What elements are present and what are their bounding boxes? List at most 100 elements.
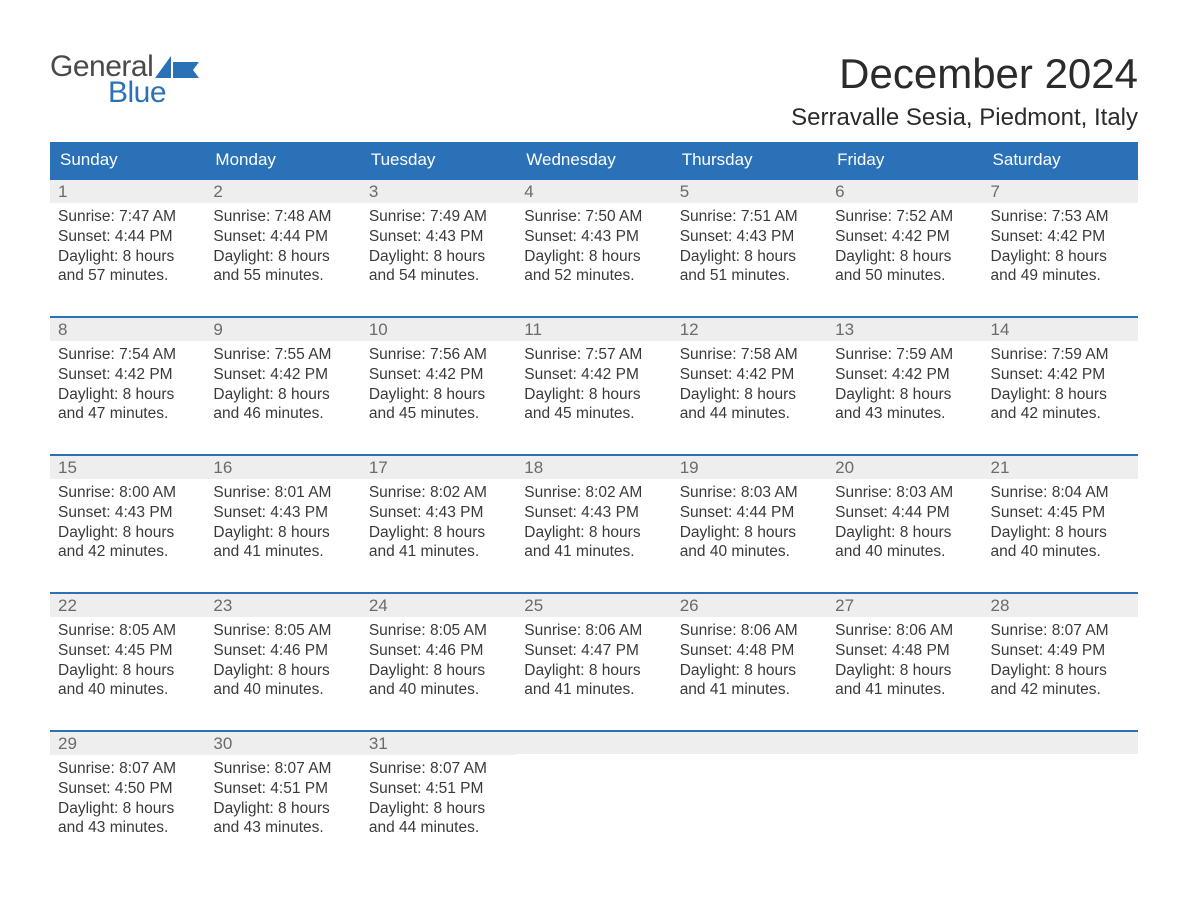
day-number: 25	[516, 594, 671, 617]
day-body: Sunrise: 8:06 AMSunset: 4:47 PMDaylight:…	[516, 617, 671, 704]
sunrise-line: Sunrise: 7:59 AM	[991, 345, 1130, 365]
daylight-line: Daylight: 8 hours and 51 minutes.	[680, 247, 819, 287]
day-cell	[983, 732, 1138, 850]
day-body: Sunrise: 8:05 AMSunset: 4:45 PMDaylight:…	[50, 617, 205, 704]
day-body: Sunrise: 7:52 AMSunset: 4:42 PMDaylight:…	[827, 203, 982, 290]
week-row: 8Sunrise: 7:54 AMSunset: 4:42 PMDaylight…	[50, 316, 1138, 436]
day-cell: 30Sunrise: 8:07 AMSunset: 4:51 PMDayligh…	[205, 732, 360, 850]
sunset-line: Sunset: 4:43 PM	[213, 503, 352, 523]
sunset-line: Sunset: 4:42 PM	[58, 365, 197, 385]
sunrise-line: Sunrise: 7:48 AM	[213, 207, 352, 227]
daylight-line: Daylight: 8 hours and 40 minutes.	[835, 523, 974, 563]
sunrise-line: Sunrise: 7:59 AM	[835, 345, 974, 365]
sunrise-line: Sunrise: 8:02 AM	[369, 483, 508, 503]
day-cell: 1Sunrise: 7:47 AMSunset: 4:44 PMDaylight…	[50, 180, 205, 298]
day-body: Sunrise: 7:48 AMSunset: 4:44 PMDaylight:…	[205, 203, 360, 290]
sunrise-line: Sunrise: 7:47 AM	[58, 207, 197, 227]
day-cell: 17Sunrise: 8:02 AMSunset: 4:43 PMDayligh…	[361, 456, 516, 574]
day-number: 19	[672, 456, 827, 479]
day-number: 2	[205, 180, 360, 203]
sunset-line: Sunset: 4:43 PM	[680, 227, 819, 247]
sunrise-line: Sunrise: 7:52 AM	[835, 207, 974, 227]
sunrise-line: Sunrise: 7:50 AM	[524, 207, 663, 227]
sunrise-line: Sunrise: 8:06 AM	[680, 621, 819, 641]
weeks-container: 1Sunrise: 7:47 AMSunset: 4:44 PMDaylight…	[50, 178, 1138, 850]
daylight-line: Daylight: 8 hours and 43 minutes.	[213, 799, 352, 839]
day-cell: 28Sunrise: 8:07 AMSunset: 4:49 PMDayligh…	[983, 594, 1138, 712]
daylight-line: Daylight: 8 hours and 41 minutes.	[524, 523, 663, 563]
location-subtitle: Serravalle Sesia, Piedmont, Italy	[791, 104, 1138, 132]
day-number: 20	[827, 456, 982, 479]
day-number: 28	[983, 594, 1138, 617]
day-body: Sunrise: 8:02 AMSunset: 4:43 PMDaylight:…	[516, 479, 671, 566]
header: General Blue December 2024 Serravalle Se…	[50, 50, 1138, 132]
day-body: Sunrise: 7:53 AMSunset: 4:42 PMDaylight:…	[983, 203, 1138, 290]
sunrise-line: Sunrise: 8:03 AM	[680, 483, 819, 503]
sunrise-line: Sunrise: 8:05 AM	[213, 621, 352, 641]
day-cell: 4Sunrise: 7:50 AMSunset: 4:43 PMDaylight…	[516, 180, 671, 298]
sunset-line: Sunset: 4:43 PM	[524, 227, 663, 247]
dow-cell: Saturday	[983, 142, 1138, 178]
logo-text-blue: Blue	[108, 76, 199, 110]
daylight-line: Daylight: 8 hours and 40 minutes.	[680, 523, 819, 563]
sunrise-line: Sunrise: 7:55 AM	[213, 345, 352, 365]
day-body: Sunrise: 8:01 AMSunset: 4:43 PMDaylight:…	[205, 479, 360, 566]
daylight-line: Daylight: 8 hours and 45 minutes.	[524, 385, 663, 425]
day-cell: 13Sunrise: 7:59 AMSunset: 4:42 PMDayligh…	[827, 318, 982, 436]
sunset-line: Sunset: 4:44 PM	[835, 503, 974, 523]
daylight-line: Daylight: 8 hours and 44 minutes.	[369, 799, 508, 839]
daylight-line: Daylight: 8 hours and 41 minutes.	[680, 661, 819, 701]
day-cell: 21Sunrise: 8:04 AMSunset: 4:45 PMDayligh…	[983, 456, 1138, 574]
day-cell: 31Sunrise: 8:07 AMSunset: 4:51 PMDayligh…	[361, 732, 516, 850]
day-cell: 18Sunrise: 8:02 AMSunset: 4:43 PMDayligh…	[516, 456, 671, 574]
day-body: Sunrise: 7:56 AMSunset: 4:42 PMDaylight:…	[361, 341, 516, 428]
sunrise-line: Sunrise: 8:07 AM	[369, 759, 508, 779]
sunrise-line: Sunrise: 8:07 AM	[213, 759, 352, 779]
sunset-line: Sunset: 4:46 PM	[213, 641, 352, 661]
sunrise-line: Sunrise: 7:54 AM	[58, 345, 197, 365]
daylight-line: Daylight: 8 hours and 41 minutes.	[835, 661, 974, 701]
day-cell: 9Sunrise: 7:55 AMSunset: 4:42 PMDaylight…	[205, 318, 360, 436]
day-cell: 19Sunrise: 8:03 AMSunset: 4:44 PMDayligh…	[672, 456, 827, 574]
day-cell: 2Sunrise: 7:48 AMSunset: 4:44 PMDaylight…	[205, 180, 360, 298]
day-cell: 26Sunrise: 8:06 AMSunset: 4:48 PMDayligh…	[672, 594, 827, 712]
day-number: 18	[516, 456, 671, 479]
day-number	[983, 732, 1138, 754]
daylight-line: Daylight: 8 hours and 42 minutes.	[991, 661, 1130, 701]
day-number: 9	[205, 318, 360, 341]
day-cell	[827, 732, 982, 850]
title-block: December 2024 Serravalle Sesia, Piedmont…	[791, 50, 1138, 132]
dow-cell: Monday	[205, 142, 360, 178]
day-number: 31	[361, 732, 516, 755]
sunrise-line: Sunrise: 7:49 AM	[369, 207, 508, 227]
week-row: 22Sunrise: 8:05 AMSunset: 4:45 PMDayligh…	[50, 592, 1138, 712]
sunset-line: Sunset: 4:46 PM	[369, 641, 508, 661]
sunrise-line: Sunrise: 8:01 AM	[213, 483, 352, 503]
sunrise-line: Sunrise: 8:00 AM	[58, 483, 197, 503]
daylight-line: Daylight: 8 hours and 40 minutes.	[213, 661, 352, 701]
day-number: 17	[361, 456, 516, 479]
day-body: Sunrise: 8:03 AMSunset: 4:44 PMDaylight:…	[672, 479, 827, 566]
day-cell	[516, 732, 671, 850]
daylight-line: Daylight: 8 hours and 55 minutes.	[213, 247, 352, 287]
dow-cell: Thursday	[672, 142, 827, 178]
sunrise-line: Sunrise: 8:05 AM	[58, 621, 197, 641]
dow-cell: Wednesday	[516, 142, 671, 178]
sunrise-line: Sunrise: 8:06 AM	[835, 621, 974, 641]
day-number: 10	[361, 318, 516, 341]
sunrise-line: Sunrise: 7:58 AM	[680, 345, 819, 365]
daylight-line: Daylight: 8 hours and 43 minutes.	[835, 385, 974, 425]
logo: General Blue	[50, 50, 199, 110]
sunset-line: Sunset: 4:43 PM	[524, 503, 663, 523]
day-cell: 29Sunrise: 8:07 AMSunset: 4:50 PMDayligh…	[50, 732, 205, 850]
sunset-line: Sunset: 4:42 PM	[213, 365, 352, 385]
daylight-line: Daylight: 8 hours and 54 minutes.	[369, 247, 508, 287]
sunset-line: Sunset: 4:49 PM	[991, 641, 1130, 661]
week-row: 29Sunrise: 8:07 AMSunset: 4:50 PMDayligh…	[50, 730, 1138, 850]
day-cell: 15Sunrise: 8:00 AMSunset: 4:43 PMDayligh…	[50, 456, 205, 574]
day-body: Sunrise: 7:55 AMSunset: 4:42 PMDaylight:…	[205, 341, 360, 428]
sunrise-line: Sunrise: 8:07 AM	[58, 759, 197, 779]
day-number: 27	[827, 594, 982, 617]
day-number: 12	[672, 318, 827, 341]
sunrise-line: Sunrise: 7:56 AM	[369, 345, 508, 365]
